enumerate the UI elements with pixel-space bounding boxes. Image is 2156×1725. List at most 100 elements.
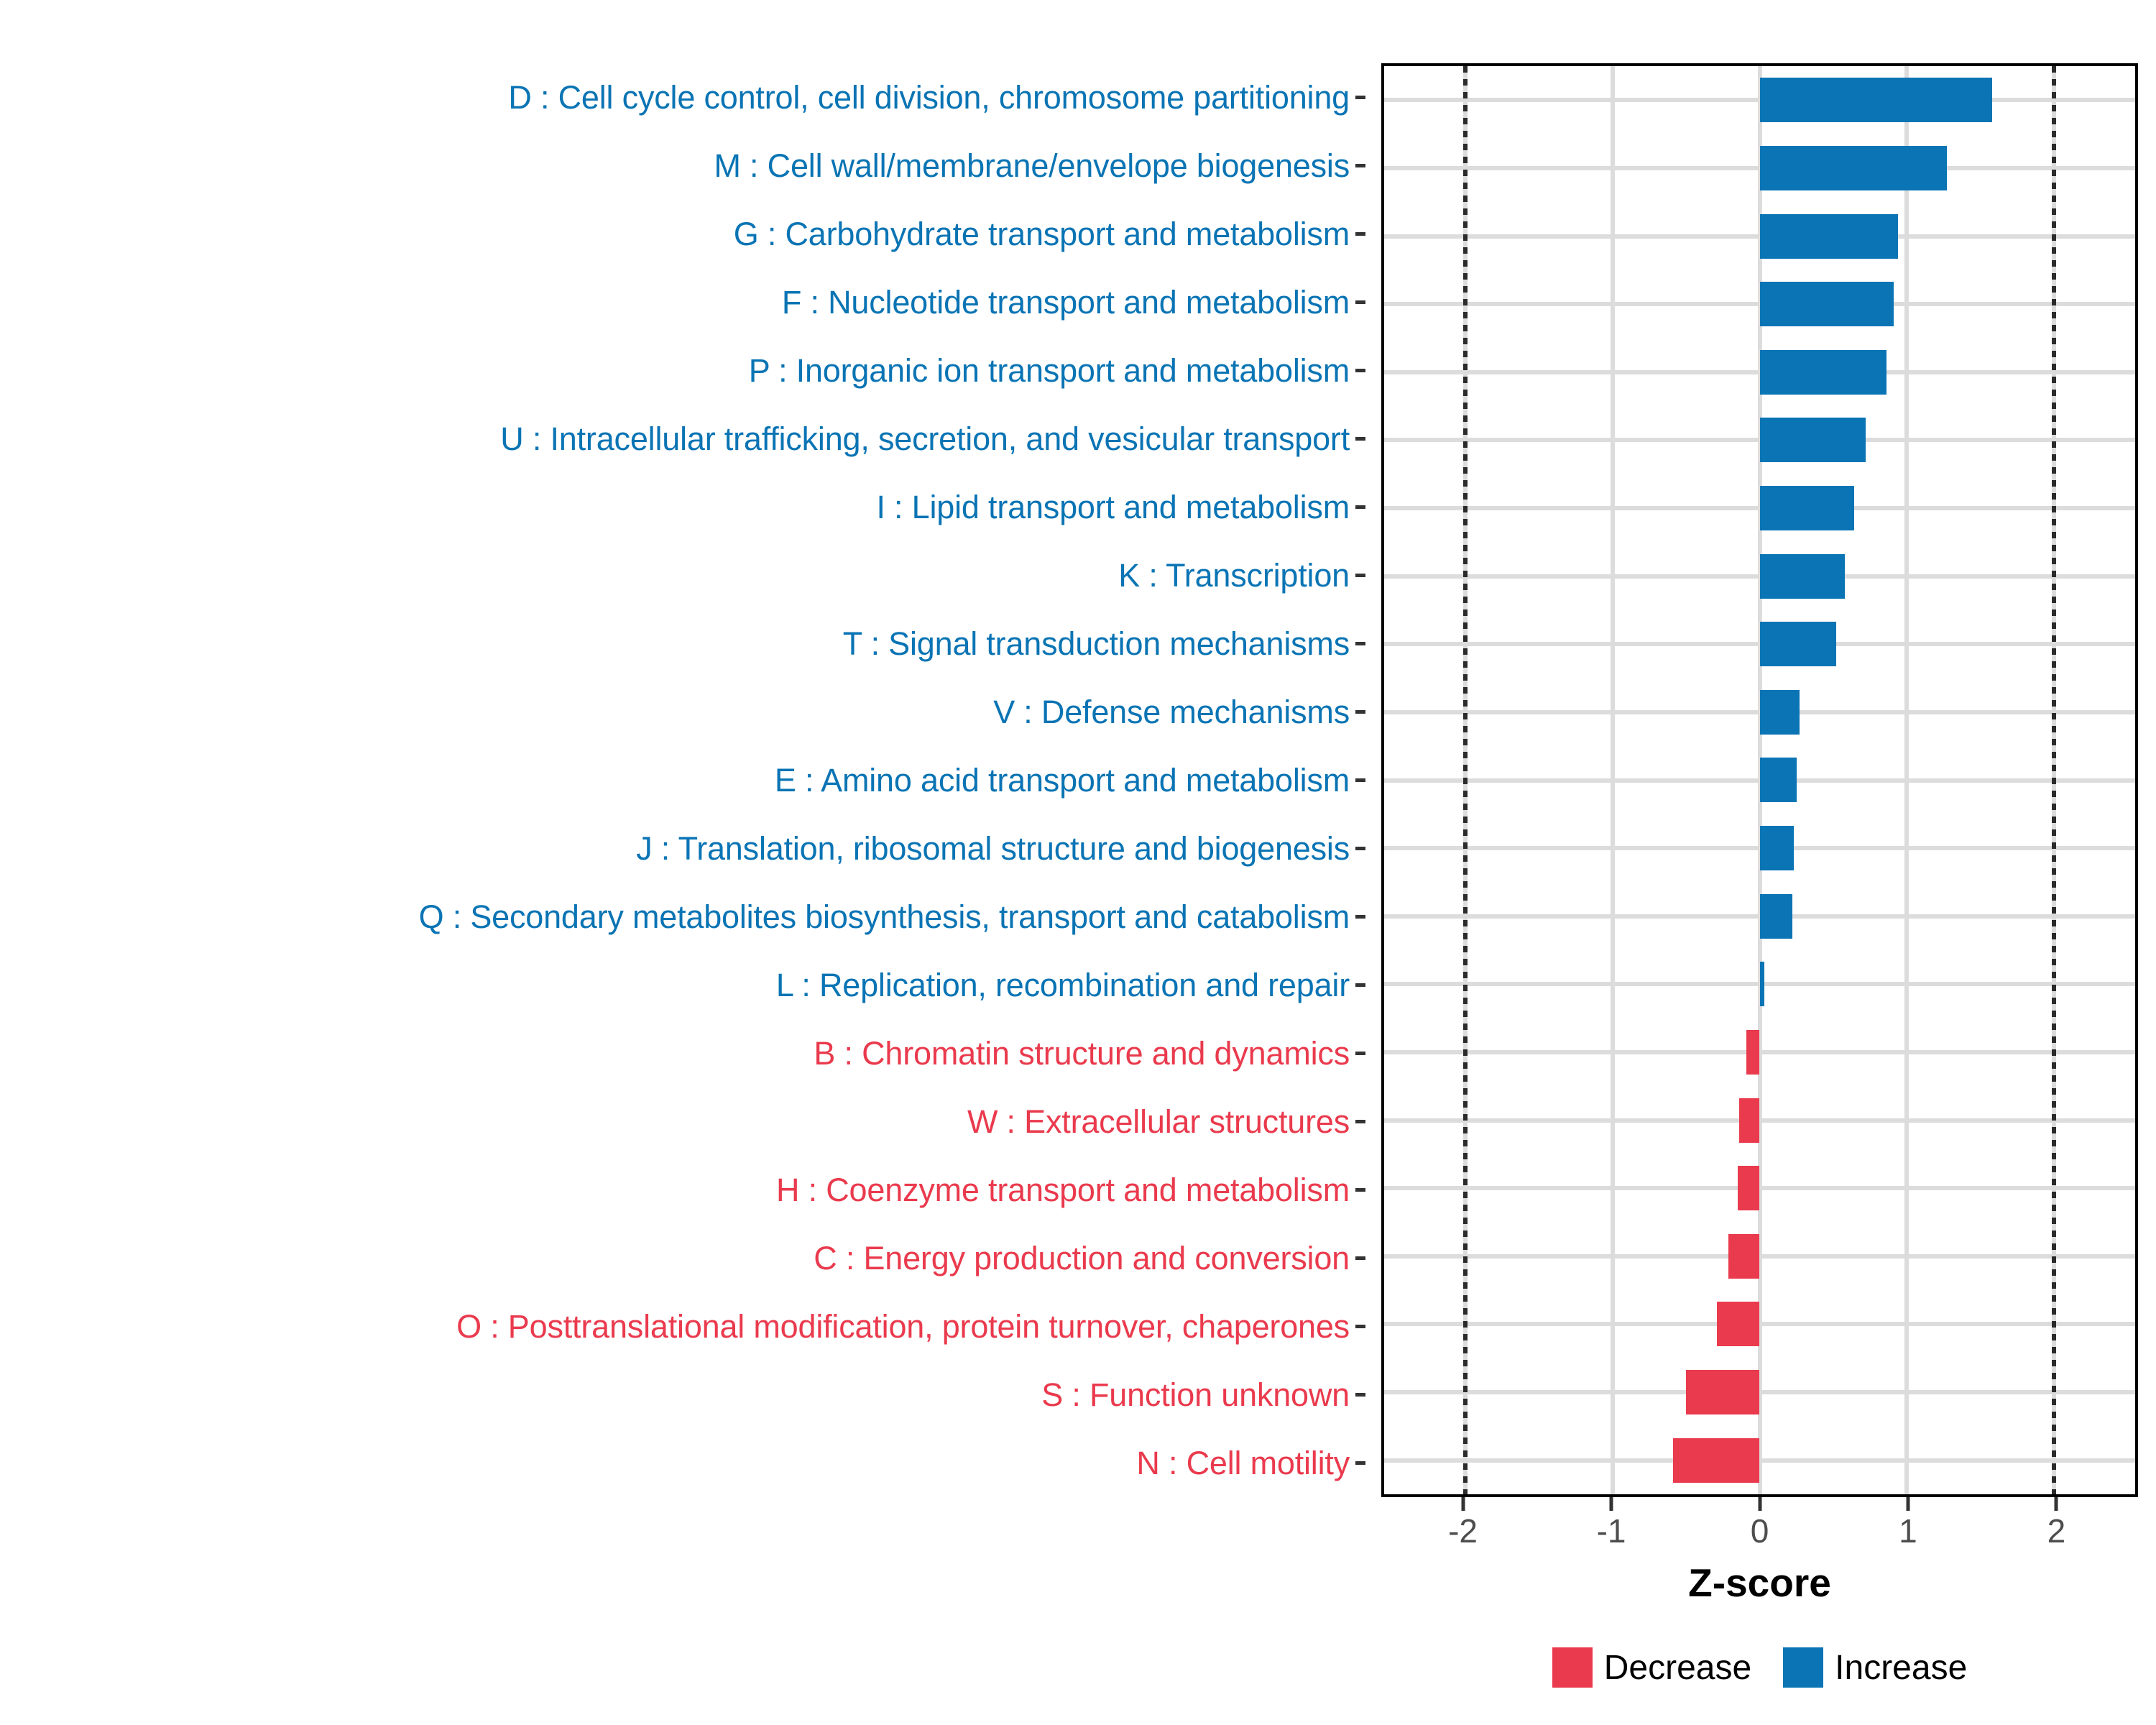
y-axis-tick-mark bbox=[1355, 710, 1365, 714]
legend-item-decrease[interactable]: Decrease bbox=[1552, 1647, 1751, 1688]
y-axis-tick-mark bbox=[1355, 915, 1365, 919]
bar bbox=[1759, 282, 1894, 327]
category-label: C : Energy production and conversion bbox=[814, 1239, 1350, 1276]
y-axis-tick-mark bbox=[1355, 847, 1365, 850]
y-axis-tick-mark bbox=[1355, 232, 1365, 236]
category-label-row: W : Extracellular structures bbox=[0, 1087, 1365, 1156]
bar-row bbox=[1384, 338, 2135, 406]
x-axis-tick-mark bbox=[2054, 1497, 2058, 1511]
category-label: J : Translation, ribosomal structure and… bbox=[636, 829, 1350, 867]
bar-row bbox=[1384, 1358, 2135, 1427]
bar-row bbox=[1384, 678, 2135, 747]
category-label: F : Nucleotide transport and metabolism bbox=[781, 283, 1350, 321]
horizontal-gridline bbox=[1384, 1186, 2135, 1191]
category-label: N : Cell motility bbox=[1136, 1444, 1350, 1481]
y-axis-tick-mark bbox=[1355, 96, 1365, 99]
y-axis-tick-mark bbox=[1355, 1461, 1365, 1465]
bar-row bbox=[1384, 542, 2135, 610]
y-axis-tick-mark bbox=[1355, 437, 1365, 441]
y-axis-tick-mark bbox=[1355, 505, 1365, 509]
bar bbox=[1759, 486, 1854, 530]
bar-row bbox=[1384, 1018, 2135, 1087]
y-axis-tick-mark bbox=[1355, 1325, 1365, 1328]
bar bbox=[1672, 1438, 1760, 1483]
category-label-row: E : Amino acid transport and metabolism bbox=[0, 746, 1365, 814]
bar bbox=[1759, 758, 1797, 803]
bar-row bbox=[1384, 1223, 2135, 1291]
chart-legend: Decrease Increase bbox=[1381, 1642, 2138, 1693]
bar-row bbox=[1384, 1086, 2135, 1154]
bar-row bbox=[1384, 1426, 2135, 1494]
category-label-row: P : Inorganic ion transport and metaboli… bbox=[0, 336, 1365, 405]
legend-swatch bbox=[1552, 1647, 1593, 1688]
x-axis-tick-label: 1 bbox=[1899, 1512, 1917, 1550]
y-axis-tick-mark bbox=[1355, 1393, 1365, 1397]
bar bbox=[1759, 622, 1837, 667]
bar-row bbox=[1384, 746, 2135, 814]
bar-row bbox=[1384, 474, 2135, 543]
y-axis-tick-mark bbox=[1355, 1188, 1365, 1192]
bar bbox=[1759, 826, 1794, 871]
bar-row bbox=[1384, 1154, 2135, 1223]
category-label-row: L : Replication, recombination and repai… bbox=[0, 951, 1365, 1019]
bar bbox=[1759, 689, 1800, 735]
category-label: Q : Secondary metabolites biosynthesis, … bbox=[418, 898, 1350, 935]
x-axis-tick-mark bbox=[1758, 1497, 1761, 1511]
x-axis-tick-label: 2 bbox=[2047, 1512, 2066, 1550]
y-axis-tick-mark bbox=[1355, 369, 1365, 372]
bar bbox=[1746, 1029, 1760, 1075]
category-label: L : Replication, recombination and repai… bbox=[775, 966, 1350, 1003]
bar bbox=[1759, 418, 1866, 463]
bar bbox=[1759, 145, 1947, 190]
category-axis-labels: D : Cell cycle control, cell division, c… bbox=[0, 63, 1365, 1497]
reference-line bbox=[1462, 66, 1468, 1494]
category-label: I : Lipid transport and metabolism bbox=[876, 488, 1350, 525]
y-axis-tick-mark bbox=[1355, 1052, 1365, 1055]
horizontal-gridline bbox=[1384, 1049, 2135, 1054]
category-label: D : Cell cycle control, cell division, c… bbox=[508, 78, 1350, 116]
x-axis-tick-mark bbox=[1906, 1497, 1910, 1511]
bar bbox=[1717, 1302, 1760, 1347]
legend-label: Increase bbox=[1835, 1648, 1968, 1687]
category-label: O : Posttranslational modification, prot… bbox=[456, 1307, 1350, 1345]
category-label-row: S : Function unknown bbox=[0, 1361, 1365, 1429]
bar-row bbox=[1384, 134, 2135, 203]
y-axis-tick-mark bbox=[1355, 1256, 1365, 1260]
bar-row bbox=[1384, 950, 2135, 1018]
bar-row bbox=[1384, 66, 2135, 134]
category-label: U : Intracellular trafficking, secretion… bbox=[500, 420, 1350, 457]
category-label: T : Signal transduction mechanisms bbox=[842, 625, 1350, 662]
category-label: B : Chromatin structure and dynamics bbox=[814, 1034, 1350, 1072]
bar-row bbox=[1384, 1290, 2135, 1358]
bar-row bbox=[1384, 202, 2135, 270]
category-label-row: V : Defense mechanisms bbox=[0, 678, 1365, 746]
category-label: V : Defense mechanisms bbox=[993, 693, 1350, 730]
horizontal-gridline bbox=[1384, 1322, 2135, 1327]
bar-row bbox=[1384, 814, 2135, 883]
x-axis-tick-mark bbox=[1609, 1497, 1613, 1511]
y-axis-tick-mark bbox=[1355, 983, 1365, 987]
category-label-row: K : Transcription bbox=[0, 541, 1365, 610]
category-label-row: O : Posttranslational modification, prot… bbox=[0, 1292, 1365, 1361]
category-label: M : Cell wall/membrane/envelope biogenes… bbox=[714, 147, 1350, 184]
horizontal-gridline bbox=[1384, 1118, 2135, 1123]
category-label-row: B : Chromatin structure and dynamics bbox=[0, 1019, 1365, 1087]
x-axis-tick-mark bbox=[1461, 1497, 1465, 1511]
category-label: S : Function unknown bbox=[1041, 1376, 1350, 1413]
horizontal-gridline bbox=[1384, 1390, 2135, 1395]
category-label-row: F : Nucleotide transport and metabolism bbox=[0, 268, 1365, 336]
bar bbox=[1759, 962, 1764, 1007]
bar-row bbox=[1384, 882, 2135, 950]
bar bbox=[1759, 553, 1846, 599]
category-label-row: N : Cell motility bbox=[0, 1429, 1365, 1497]
category-label: G : Carbohydrate transport and metabolis… bbox=[733, 215, 1350, 252]
legend-item-increase[interactable]: Increase bbox=[1783, 1647, 1967, 1688]
category-label-row: D : Cell cycle control, cell division, c… bbox=[0, 63, 1365, 132]
bar-row bbox=[1384, 406, 2135, 474]
horizontal-gridline bbox=[1384, 1458, 2135, 1463]
bar-row bbox=[1384, 270, 2135, 339]
category-label: W : Extracellular structures bbox=[967, 1103, 1350, 1140]
y-axis-tick-mark bbox=[1355, 642, 1365, 645]
bar bbox=[1728, 1233, 1760, 1279]
